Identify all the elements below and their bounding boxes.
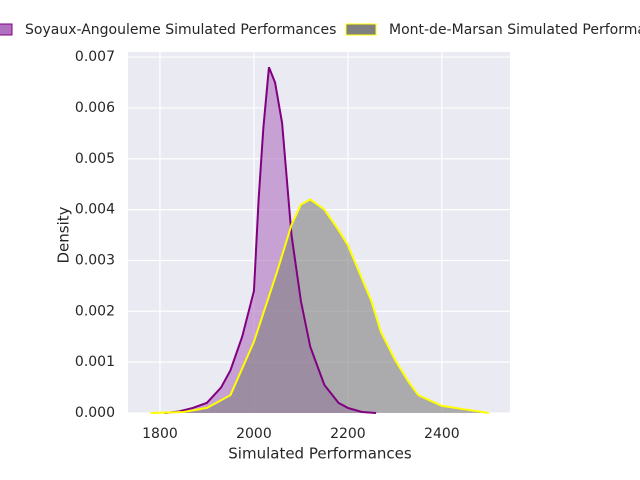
legend-swatch: [345, 23, 377, 36]
x-tick-label: 1800: [142, 426, 178, 442]
y-tick-label: 0.003: [75, 252, 115, 268]
x-tick-label: 2200: [330, 426, 366, 442]
density-area: [150, 199, 489, 413]
y-tick-label: 0.002: [75, 303, 115, 319]
legend-swatch: [0, 23, 13, 36]
y-axis-label: Density: [55, 206, 73, 263]
density-area: [164, 67, 377, 413]
legend-label: Soyaux-Angouleme Simulated Performances: [25, 22, 336, 38]
density-line: [164, 66, 377, 414]
x-tick-label: 2000: [236, 426, 272, 442]
x-axis-label: Simulated Performances: [228, 445, 412, 463]
y-tick-label: 0.006: [75, 100, 115, 116]
y-tick-label: 0.004: [75, 202, 115, 218]
y-tick-label: 0.000: [75, 405, 115, 421]
x-tick-label: 2400: [424, 426, 460, 442]
y-tick-label: 0.005: [75, 151, 115, 167]
legend-label: Mont-de-Marsan Simulated Performances: [389, 22, 640, 38]
y-tick-label: 0.007: [75, 49, 115, 65]
y-tick-label: 0.001: [75, 354, 115, 370]
density-line: [150, 198, 490, 414]
